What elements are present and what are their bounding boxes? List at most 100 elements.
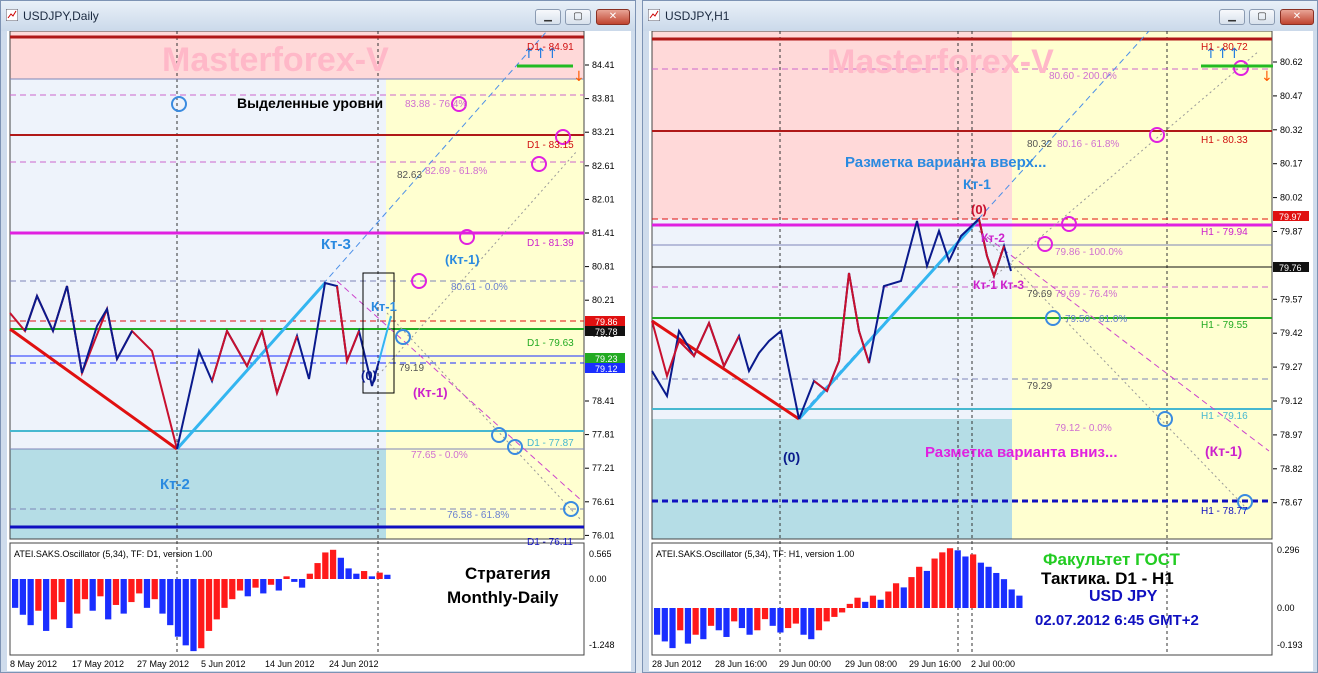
oscillator-bar bbox=[931, 558, 938, 608]
wave-kt2: Кт-2 bbox=[160, 476, 190, 493]
oscillator-bar bbox=[715, 608, 722, 631]
minimize-button[interactable]: ▁ bbox=[535, 9, 561, 25]
price-tick: 80.62 bbox=[1280, 57, 1303, 67]
oscillator-bar bbox=[985, 566, 992, 608]
oscillator-bar bbox=[360, 571, 368, 579]
oscillator-bar bbox=[19, 579, 27, 615]
oscillator-bar bbox=[970, 554, 977, 608]
right-chart-window: USDJPY,H1 ▁ ▢ ✕ Masterforex-V bbox=[642, 0, 1318, 673]
faculty-title: Факультет ГОСТ bbox=[1043, 550, 1181, 569]
time-tick: 28 Jun 16:00 bbox=[715, 659, 767, 669]
oscillator-bar bbox=[808, 608, 815, 640]
fib-label: 79.29 bbox=[1027, 381, 1052, 392]
oscillator-bar bbox=[954, 550, 961, 608]
oscillator-bar bbox=[267, 579, 275, 585]
oscillator-bar bbox=[869, 595, 877, 608]
oscillator-bar bbox=[345, 568, 352, 579]
oscillator-bar bbox=[368, 576, 375, 579]
strategy-line2: Monthly-Daily bbox=[447, 588, 559, 607]
oscillator-bar bbox=[190, 579, 197, 652]
oscillator-bar bbox=[823, 608, 830, 622]
oscillator-bar bbox=[892, 583, 900, 608]
price-tick: 83.81 bbox=[592, 94, 615, 104]
oscillator-bar bbox=[143, 579, 151, 608]
minimize-button[interactable]: ▁ bbox=[1219, 9, 1245, 25]
close-button[interactable]: ✕ bbox=[1280, 9, 1314, 25]
oscillator-bar bbox=[939, 552, 946, 608]
oscillator-bar bbox=[692, 608, 699, 635]
oscillator-label: ATEI.SAKS.Oscillator (5,34), TF: H1, ver… bbox=[656, 549, 854, 559]
fib-label: 79.50 - 61.0% bbox=[1065, 314, 1127, 325]
oscillator-bar bbox=[337, 557, 344, 579]
price-tick: 78.67 bbox=[1280, 498, 1303, 508]
time-tick: 2 Jul 00:00 bbox=[971, 659, 1015, 669]
price-tick: 78.82 bbox=[1280, 464, 1303, 474]
wave-kt1-target: (Кт-1) bbox=[1205, 443, 1242, 459]
price-tag-dark: 79.78 bbox=[595, 327, 618, 337]
oscillator-bar bbox=[923, 570, 930, 608]
price-tag-blue: 79.12 bbox=[595, 364, 618, 374]
fib-label: 79.69 bbox=[1027, 289, 1052, 300]
oscillator-bar bbox=[384, 574, 391, 579]
oscillator-bar bbox=[376, 572, 383, 579]
oscillator-bar bbox=[962, 556, 969, 608]
oscillator-bar bbox=[1008, 589, 1015, 608]
price-tick: 79.12 bbox=[1280, 396, 1303, 406]
fib-label: 80.32 bbox=[1027, 139, 1052, 150]
oscillator-bar bbox=[50, 579, 58, 620]
left-titlebar[interactable]: USDJPY,Daily ▁ ▢ ✕ bbox=[1, 1, 635, 31]
price-tick: 79.42 bbox=[1280, 328, 1303, 338]
watermark: Masterforex-V bbox=[827, 43, 1054, 81]
right-price-chart[interactable]: Masterforex-V ↑↑↑ ↓ Разметка варианта вв… bbox=[649, 31, 1313, 671]
date-title: 02.07.2012 6:45 GMT+2 bbox=[1035, 612, 1199, 629]
price-tick: 80.02 bbox=[1280, 193, 1303, 203]
oscillator-bar bbox=[977, 562, 984, 608]
oscillator-bar bbox=[761, 608, 769, 620]
time-tick: 28 Jun 2012 bbox=[652, 659, 702, 669]
level-label: H1 - 79.55 bbox=[1201, 320, 1248, 331]
oscillator-bar bbox=[174, 579, 182, 637]
maximize-button[interactable]: ▢ bbox=[565, 9, 591, 25]
close-button[interactable]: ✕ bbox=[596, 9, 630, 25]
time-tick: 24 Jun 2012 bbox=[329, 659, 379, 669]
osc-zero: 0.00 bbox=[1277, 603, 1295, 613]
oscillator-bar bbox=[314, 563, 321, 579]
left-price-chart[interactable]: Masterforex-V Выделенные уровни ↑↑↑ ↓ К bbox=[7, 31, 631, 671]
left-chart-window: USDJPY,Daily ▁ ▢ ✕ Masterforex-V Выделен… bbox=[0, 0, 636, 673]
fib-label: 76.58 - 61.8% bbox=[447, 510, 509, 521]
oscillator-bar bbox=[221, 579, 228, 608]
osc-max: 0.296 bbox=[1277, 545, 1300, 555]
fib-label: 80.60 - 200.0% bbox=[1049, 71, 1117, 82]
right-titlebar[interactable]: USDJPY,H1 ▁ ▢ ✕ bbox=[643, 1, 1317, 31]
oscillator-bar bbox=[66, 579, 73, 629]
down-arrow-icon: ↓ bbox=[573, 69, 585, 85]
price-tick: 80.81 bbox=[592, 262, 615, 272]
time-tick: 8 May 2012 bbox=[10, 659, 57, 669]
oscillator-bar bbox=[128, 579, 135, 603]
oscillator-bar bbox=[792, 608, 799, 624]
oscillator-bar bbox=[700, 608, 707, 640]
osc-min: -0.193 bbox=[1277, 640, 1303, 650]
oscillator-bar bbox=[27, 579, 34, 626]
watermark: Masterforex-V bbox=[162, 41, 389, 79]
fib-label: 82.69 - 61.8% bbox=[425, 166, 487, 177]
oscillator-bar bbox=[322, 552, 329, 579]
oscillator-bar bbox=[43, 579, 50, 631]
price-tag-red: 79.97 bbox=[1279, 212, 1302, 222]
oscillator-bar bbox=[946, 548, 954, 608]
price-tick: 80.17 bbox=[1280, 159, 1303, 169]
oscillator-bar bbox=[136, 579, 143, 594]
symbol-title: USD JPY bbox=[1089, 588, 1158, 605]
maximize-button[interactable]: ▢ bbox=[1249, 9, 1275, 25]
wave-kt3: Кт-1 Кт-3 bbox=[973, 278, 1024, 292]
osc-min: -1.248 bbox=[589, 640, 615, 650]
price-tick: 80.32 bbox=[1280, 125, 1303, 135]
price-tick: 77.81 bbox=[592, 430, 615, 440]
fib-label: 79.12 - 0.0% bbox=[1055, 423, 1112, 434]
up-arrow-icon: ↑↑↑ bbox=[523, 46, 558, 62]
level-label: H1 - 79.16 bbox=[1201, 411, 1248, 422]
oscillator-bar bbox=[731, 608, 738, 622]
down-arrow-icon: ↓ bbox=[1261, 69, 1273, 85]
time-tick: 17 May 2012 bbox=[72, 659, 124, 669]
price-tick: 78.97 bbox=[1280, 430, 1303, 440]
